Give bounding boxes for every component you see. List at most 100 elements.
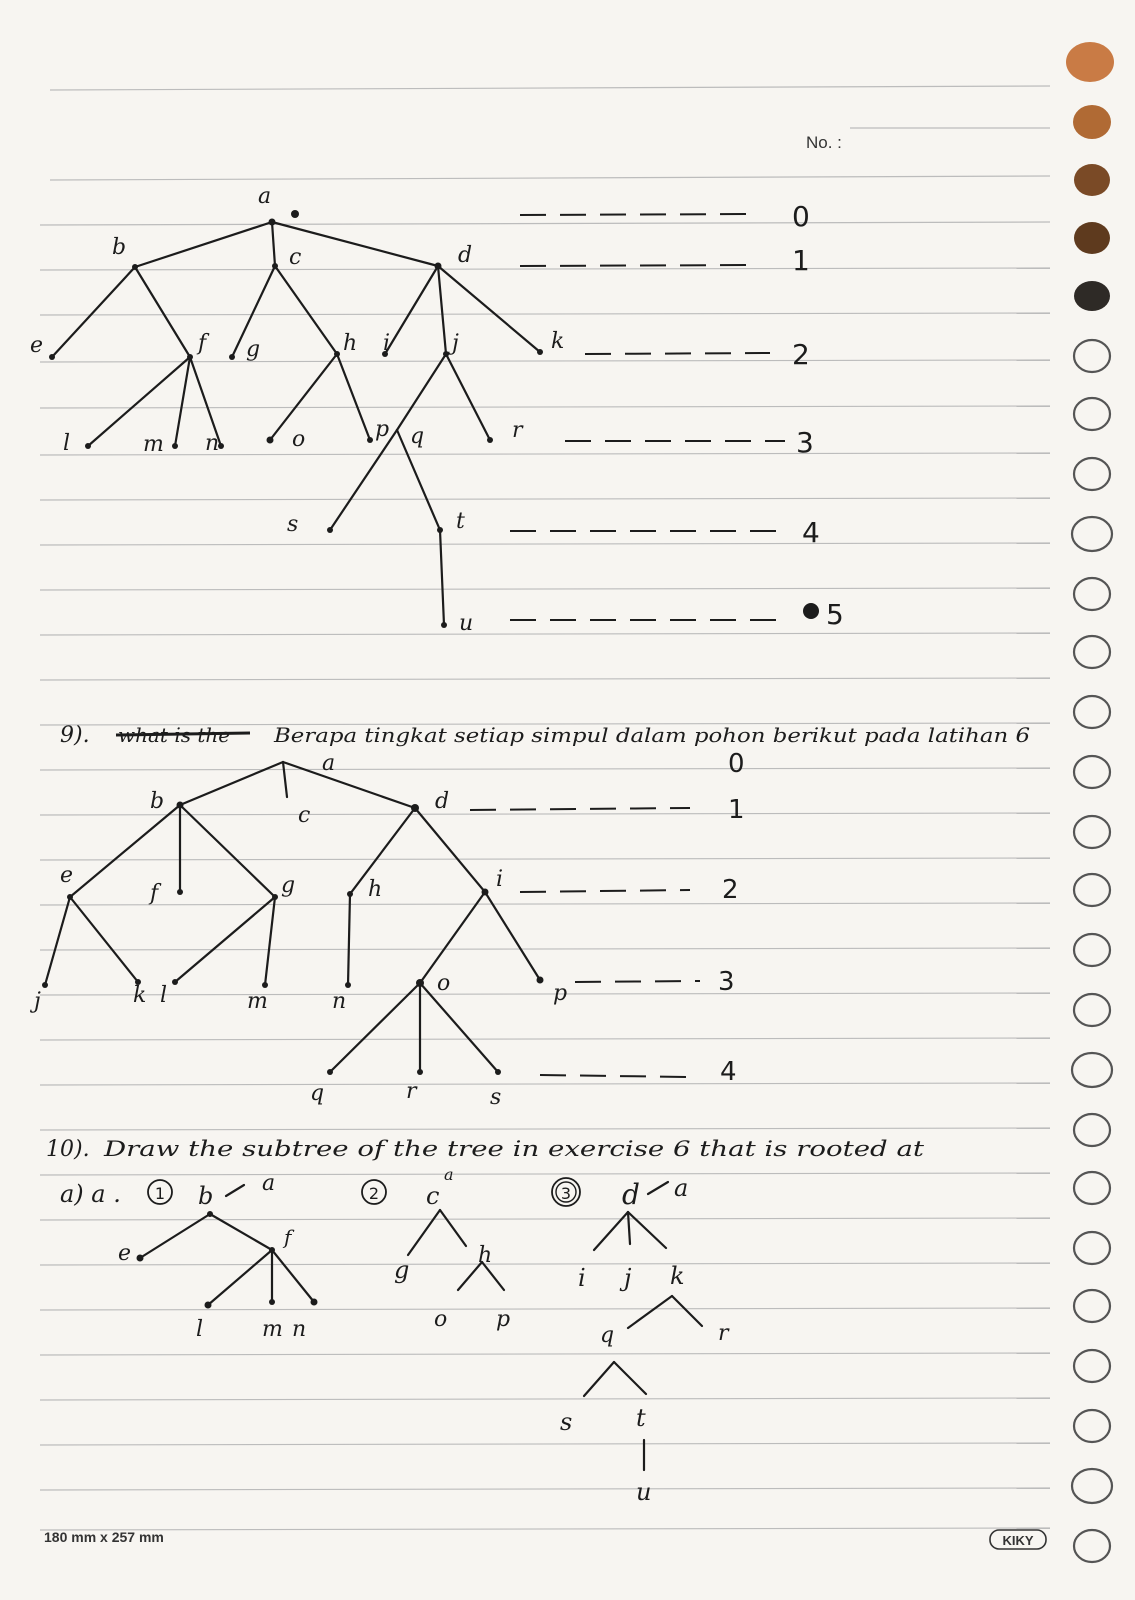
- sub3-marker-circle: [551, 1177, 581, 1207]
- sub3-marker: 3: [561, 1184, 571, 1203]
- t2-node-a: a: [322, 751, 335, 776]
- t2-node-j: j: [29, 989, 41, 1014]
- t1-node-c: c: [289, 245, 301, 270]
- brand-badge: [989, 1529, 1047, 1550]
- tree-1-node-labels: a b c d e f g h i j k l m n o p q r s t …: [30, 184, 564, 636]
- sub3-node-r: r: [718, 1321, 730, 1346]
- t1-node-h: h: [343, 331, 357, 356]
- t2-node-c: c: [298, 803, 310, 828]
- tree-1-edges: [50, 220, 542, 627]
- t1-node-l: l: [63, 431, 70, 456]
- subtree-b: 1 b a e f l m n: [118, 1171, 318, 1342]
- sub1-node-n: n: [292, 1317, 306, 1342]
- sub1-root: b: [198, 1182, 213, 1210]
- sub3-node-k: k: [670, 1262, 685, 1290]
- sub1-note: a: [262, 1171, 275, 1196]
- sub1-marker-circle: [147, 1179, 173, 1205]
- sub2-root: c: [426, 1182, 439, 1210]
- sub3-note: a: [674, 1174, 688, 1202]
- t2-level-0: 0: [728, 749, 745, 779]
- t1-node-f: f: [196, 331, 210, 356]
- t1-node-t: t: [456, 509, 465, 534]
- t2-level-1: 1: [728, 795, 745, 825]
- t1-node-p: p: [375, 417, 389, 442]
- tree-2-level-guides: [469, 807, 701, 1078]
- t2-node-e: e: [60, 863, 73, 888]
- binder-holes: [1066, 42, 1114, 1564]
- t1-level-2: 2: [792, 338, 810, 371]
- sub3-node-i: i: [578, 1264, 586, 1292]
- t1-node-n: n: [205, 431, 219, 456]
- tree-1: a b c d e f g h i j k l m n o p q r s t …: [30, 184, 844, 636]
- t2-node-f: f: [148, 881, 162, 906]
- paper-size-label: 180 mm x 257 mm: [44, 1529, 164, 1545]
- t2-node-g: g: [281, 873, 295, 898]
- t2-node-r: r: [406, 1079, 418, 1104]
- t1-node-a: a: [258, 184, 271, 209]
- t2-node-s: s: [490, 1085, 501, 1110]
- t2-node-o: o: [437, 971, 450, 996]
- t1-node-i: i: [383, 331, 390, 356]
- sub2-node-g: g: [394, 1256, 409, 1284]
- sub2-note: a: [444, 1165, 454, 1184]
- sub2-marker: 2: [369, 1184, 379, 1203]
- t1-level-0: 0: [792, 200, 810, 233]
- t2-node-b: b: [150, 789, 164, 814]
- q10-number: 10).: [46, 1137, 90, 1162]
- sub2-node-o: o: [434, 1307, 447, 1332]
- sub2-marker-circle: [361, 1179, 387, 1205]
- t1-node-u: u: [459, 611, 473, 636]
- tree-1-node-dots: [49, 210, 543, 628]
- question-10: 10). Draw the subtree of the tree in exe…: [46, 1137, 925, 1208]
- subtree-d: 3 d a i j k q r s t u: [551, 1174, 730, 1506]
- t2-node-d: d: [435, 789, 449, 814]
- t2-node-k: k: [133, 983, 146, 1008]
- brand-label: KIKY: [1002, 1533, 1033, 1548]
- t1-node-j: j: [447, 331, 459, 356]
- t1-node-d: d: [458, 243, 472, 268]
- sub1-node-e: e: [118, 1241, 131, 1266]
- t1-node-g: g: [246, 337, 260, 362]
- t1-node-s: s: [287, 512, 298, 537]
- sub1-node-f: f: [282, 1225, 295, 1249]
- t2-node-m: m: [247, 989, 268, 1014]
- tree-2-level-labels: 0 1 2 3 4: [718, 749, 745, 1087]
- sub3-node-s: s: [560, 1408, 572, 1436]
- sub3-node-j: j: [619, 1264, 632, 1292]
- t1-level-4: 4: [802, 516, 820, 549]
- t1-level-3: 3: [796, 426, 814, 459]
- sub2-node-h: h: [478, 1243, 492, 1268]
- tree-2: a b c d e f g h i j k l m n o p q r s: [29, 749, 745, 1110]
- sub3-node-u: u: [636, 1478, 651, 1506]
- t2-node-p: p: [553, 981, 567, 1006]
- t1-level-1: 1: [792, 244, 810, 277]
- q9-number: 9).: [60, 723, 90, 748]
- no-label: No. :: [806, 133, 842, 152]
- t2-node-h: h: [368, 877, 382, 902]
- t2-node-q: q: [310, 1081, 324, 1106]
- t2-node-i: i: [496, 867, 503, 892]
- t1-node-b: b: [112, 235, 126, 260]
- ruled-lines: [39, 85, 1051, 1531]
- subtree-c: 2 c a g h o p: [361, 1165, 510, 1332]
- sub1-marker: 1: [155, 1184, 165, 1203]
- sub1-node-m: m: [262, 1317, 283, 1342]
- q10-part-label: a) a .: [60, 1180, 121, 1208]
- tree-1-level-labels: 0 1 2 3 4 5: [792, 200, 844, 631]
- t2-node-n: n: [332, 989, 346, 1014]
- t2-level-2: 2: [722, 875, 739, 905]
- t1-node-r: r: [512, 418, 524, 443]
- sub3-node-t: t: [636, 1404, 646, 1432]
- t1-node-k: k: [551, 329, 564, 354]
- question-9: 9). what is the Berapa tingkat setiap si…: [60, 723, 1030, 748]
- t2-level-4: 4: [720, 1057, 737, 1087]
- q10-text: Draw the subtree of the tree in exercise…: [103, 1137, 925, 1161]
- tree-1-level-guides: [510, 213, 819, 621]
- sub2-node-p: p: [496, 1307, 510, 1332]
- sub1-node-l: l: [196, 1317, 203, 1342]
- sub3-root: d: [622, 1178, 640, 1211]
- sub3-node-q: q: [600, 1323, 614, 1348]
- t1-node-q: q: [410, 424, 424, 449]
- t1-node-e: e: [30, 333, 43, 358]
- t1-node-o: o: [292, 427, 305, 452]
